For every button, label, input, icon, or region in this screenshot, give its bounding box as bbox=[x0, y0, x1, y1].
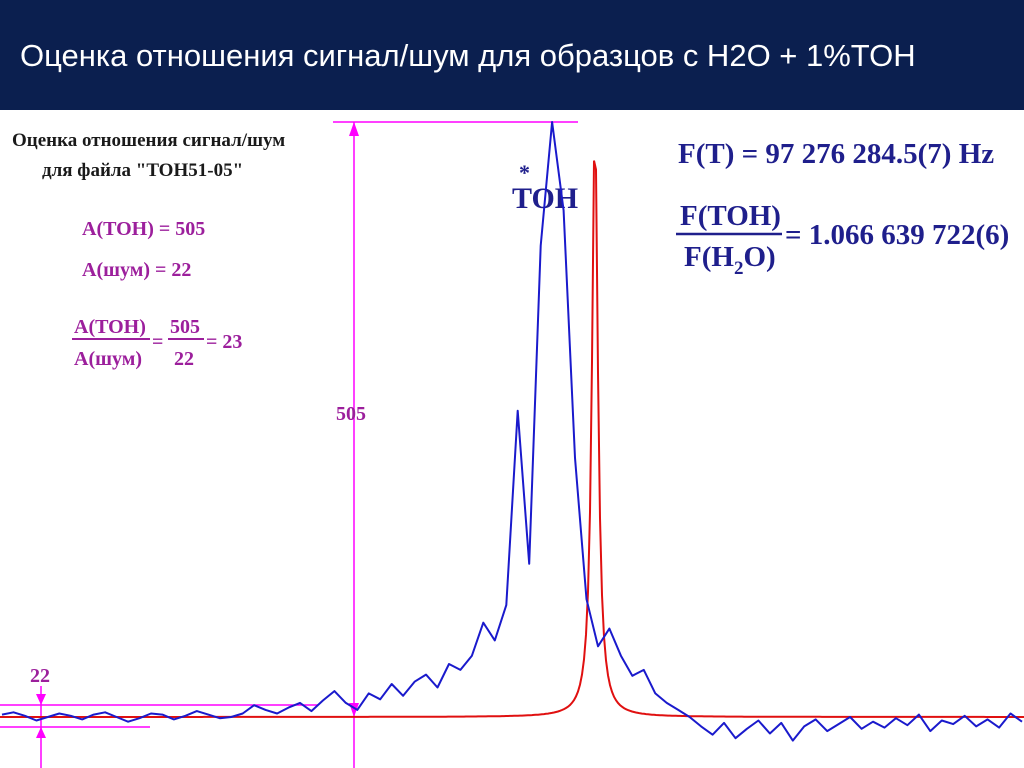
ratio-result: = 23 bbox=[206, 331, 242, 353]
peak-star: * bbox=[519, 160, 530, 185]
notes-title-line2: для файла "TOH51-05" bbox=[42, 160, 243, 181]
slide-title: Оценка отношения сигнал/шум для образцов… bbox=[20, 38, 916, 73]
ratio-numerator: A(TOH) bbox=[74, 316, 146, 338]
frequency-block: F(T) = 97 276 284.5(7) Hz F(TOH) F(H2O) … bbox=[676, 138, 1009, 279]
freq-ratio-value: = 1.066 639 722(6) bbox=[785, 219, 1009, 251]
noise-label: 22 bbox=[30, 665, 50, 687]
ratio-mid-numerator: 505 bbox=[170, 316, 200, 338]
freq-ratio-numerator: F(TOH) bbox=[680, 200, 781, 232]
ratio-equals: = bbox=[152, 331, 163, 353]
noise-annotation: 22 bbox=[0, 665, 318, 768]
a-toh-value: A(TOH) = 505 bbox=[82, 218, 205, 240]
a-noise-value: A(шум) = 22 bbox=[82, 259, 191, 281]
ratio-denominator: A(шум) bbox=[74, 348, 142, 370]
snr-notes: Оценка отношения сигнал/шум для файла "T… bbox=[12, 130, 285, 370]
ft-frequency: F(T) = 97 276 284.5(7) Hz bbox=[678, 138, 994, 170]
notes-title-line1: Оценка отношения сигнал/шум bbox=[12, 130, 285, 151]
slide-header: Оценка отношения сигнал/шум для образцов… bbox=[0, 0, 1024, 110]
freq-ratio-denominator: F(H2O) bbox=[684, 241, 776, 279]
measured-spectrum-curve bbox=[1, 121, 1023, 742]
amplitude-annotation: 505 bbox=[333, 121, 578, 768]
ratio-mid-denominator: 22 bbox=[174, 348, 194, 370]
amplitude-label: 505 bbox=[336, 403, 366, 425]
spectrum-chart: Оценка отношения сигнал/шум для файла "T… bbox=[0, 121, 1024, 768]
amplitude-arrow-head-top bbox=[349, 122, 359, 136]
noise-arrow-head-top bbox=[36, 694, 46, 705]
noise-arrow-head-bottom bbox=[36, 727, 46, 738]
